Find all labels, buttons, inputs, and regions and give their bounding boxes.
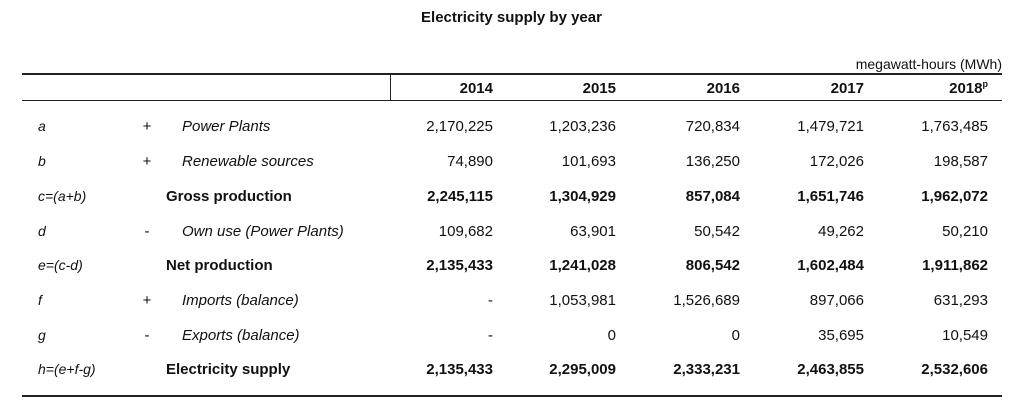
cell-2015: 63,901 bbox=[570, 223, 616, 240]
row-label: Power Plants bbox=[182, 118, 271, 135]
cell-2014: - bbox=[488, 327, 493, 344]
row-operator: - bbox=[144, 223, 150, 240]
cell-2018: 1,962,072 bbox=[921, 188, 988, 205]
row-label: Own use (Power Plants) bbox=[182, 223, 344, 240]
row-label: Exports (balance) bbox=[182, 327, 300, 344]
year-header-2015: 2015 bbox=[582, 80, 616, 97]
cell-2018: 1,911,862 bbox=[922, 257, 988, 274]
row-code: h=(e+f-g) bbox=[38, 361, 96, 377]
year-header-2014: 2014 bbox=[459, 80, 493, 97]
cell-2016: 806,542 bbox=[685, 257, 740, 274]
cell-2016: 0 bbox=[731, 327, 740, 344]
row-code: f bbox=[38, 292, 42, 308]
table-row: h=(e+f-g) Electricity supply 2,135,433 2,29… bbox=[0, 361, 1023, 381]
cell-2017: 897,066 bbox=[809, 292, 864, 309]
cell-2014: 74,890 bbox=[447, 153, 493, 170]
header-rule bbox=[22, 100, 1002, 101]
row-operator: + bbox=[142, 118, 152, 135]
cell-2015: 1,304,929 bbox=[549, 188, 616, 205]
cell-2015: 0 bbox=[607, 327, 616, 344]
cell-2014: 109,682 bbox=[438, 223, 493, 240]
header-divider bbox=[390, 75, 391, 100]
row-label: Imports (balance) bbox=[182, 292, 299, 309]
cell-2017: 1,602,484 bbox=[797, 257, 864, 274]
row-label: Net production bbox=[166, 257, 273, 274]
cell-2014: 2,135,433 bbox=[426, 361, 493, 378]
cell-2016: 720,834 bbox=[685, 118, 740, 135]
top-rule bbox=[22, 73, 1002, 75]
cell-2016: 857,084 bbox=[685, 188, 740, 205]
row-label: Gross production bbox=[166, 188, 292, 205]
cell-2016: 2,333,231 bbox=[673, 361, 740, 378]
table-title: Electricity supply by year bbox=[421, 9, 602, 26]
row-code: c=(a+b) bbox=[38, 188, 87, 204]
year-header-2016: 2016 bbox=[706, 80, 740, 97]
row-operator: + bbox=[142, 292, 152, 309]
cell-2017: 2,463,855 bbox=[797, 361, 864, 378]
cell-2017: 1,651,746 bbox=[797, 188, 864, 205]
table-row: b + Renewable sources 74,890 101,693 136,250 1… bbox=[0, 153, 1023, 173]
cell-2017: 1,479,721 bbox=[797, 118, 864, 135]
cell-2014: 2,170,225 bbox=[426, 118, 493, 135]
provisional-note: p bbox=[982, 79, 989, 89]
year-header-2018: 2018p bbox=[949, 79, 989, 98]
table-row: e=(c-d) Net production 2,135,433 1,241,028 8… bbox=[0, 257, 1023, 277]
row-label: Electricity supply bbox=[166, 361, 291, 378]
cell-2017: 49,262 bbox=[818, 223, 864, 240]
row-label: Renewable sources bbox=[182, 153, 314, 170]
cell-2018: 631,293 bbox=[933, 292, 988, 309]
table-row: c=(a+b) Gross production 2,245,115 1,304,92… bbox=[0, 188, 1023, 208]
table-row: d - Own use (Power Plants) 109,682 63,901 50,… bbox=[0, 223, 1023, 243]
row-code: g bbox=[38, 327, 46, 343]
cell-2018: 2,532,606 bbox=[921, 361, 988, 378]
row-code: e=(c-d) bbox=[38, 257, 83, 273]
unit-label: megawatt-hours (MWh) bbox=[855, 56, 1002, 72]
bottom-rule bbox=[22, 395, 1002, 397]
cell-2018: 1,763,485 bbox=[921, 118, 988, 135]
cell-2016: 1,526,689 bbox=[673, 292, 740, 309]
cell-2018: 50,210 bbox=[942, 223, 988, 240]
row-code: d bbox=[38, 223, 46, 239]
cell-2015: 1,203,236 bbox=[549, 118, 616, 135]
cell-2016: 136,250 bbox=[685, 153, 740, 170]
row-operator: + bbox=[142, 153, 152, 170]
cell-2015: 1,241,028 bbox=[549, 257, 616, 274]
cell-2017: 172,026 bbox=[809, 153, 864, 170]
year-header-2017: 2017 bbox=[830, 80, 864, 97]
cell-2014: 2,245,115 bbox=[427, 188, 493, 205]
cell-2015: 1,053,981 bbox=[549, 292, 616, 309]
table-row: a + Power Plants 2,170,225 1,203,236 720,834 1… bbox=[0, 118, 1023, 138]
cell-2014: 2,135,433 bbox=[426, 257, 493, 274]
cell-2015: 101,693 bbox=[561, 153, 616, 170]
cell-2017: 35,695 bbox=[818, 327, 864, 344]
cell-2018: 198,587 bbox=[933, 153, 988, 170]
cell-2015: 2,295,009 bbox=[549, 361, 616, 378]
table-row: g - Exports (balance) - 0 0 35,695 10,549 bbox=[0, 327, 1023, 347]
table-row: f + Imports (balance) - 1,053,981 1,526,689 89… bbox=[0, 292, 1023, 312]
row-operator: - bbox=[144, 327, 150, 344]
cell-2018: 10,549 bbox=[942, 327, 988, 344]
row-code: a bbox=[38, 118, 46, 134]
cell-2016: 50,542 bbox=[694, 223, 740, 240]
row-code: b bbox=[38, 153, 46, 169]
cell-2014: - bbox=[488, 292, 493, 309]
